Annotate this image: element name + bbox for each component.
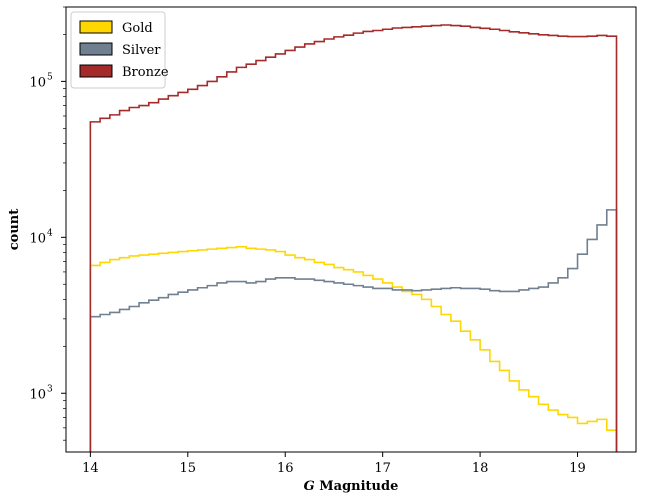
x-axis-title-rest: Magnitude — [315, 479, 399, 494]
legend: Gold Silver Bronze — [70, 11, 169, 89]
x-tick-label: 17 — [374, 461, 391, 476]
y-axis-title: count — [7, 209, 22, 251]
y-tick-exponent: 4 — [47, 228, 53, 238]
x-tick-label: 19 — [569, 461, 586, 476]
y-tick-exponent: 3 — [47, 384, 53, 394]
y-tick-label: 10 — [29, 231, 46, 246]
legend-swatch-bronze — [79, 64, 113, 78]
y-tick-base: 10 — [29, 75, 46, 90]
axes-frame — [65, 6, 637, 453]
y-tick-exponent: 5 — [47, 72, 53, 82]
series-bronze-line — [89, 24, 618, 452]
y-tick-label: 10 — [29, 387, 46, 402]
series-gold-line — [89, 245, 618, 452]
x-tick-label: 14 — [82, 461, 99, 476]
x-axis-title: G Magnitude — [304, 479, 399, 494]
legend-label-bronze: Bronze — [122, 65, 169, 80]
y-tick-base: 10 — [29, 387, 46, 402]
y-tick-base: 10 — [29, 231, 46, 246]
series-silver-line — [89, 209, 618, 452]
legend-swatch-gold — [79, 20, 113, 34]
x-tick-label: 18 — [472, 461, 489, 476]
x-axis-title-italic: G — [304, 479, 315, 494]
x-tick-label: 16 — [277, 461, 294, 476]
plot-area — [89, 24, 618, 452]
x-axis: 14 15 16 17 18 19 — [82, 452, 586, 476]
legend-label-gold: Gold — [122, 21, 153, 36]
x-tick-label: 15 — [180, 461, 197, 476]
legend-label-silver: Silver — [122, 43, 161, 58]
legend-swatch-silver — [79, 42, 113, 56]
y-tick-label: 10 — [29, 75, 46, 90]
